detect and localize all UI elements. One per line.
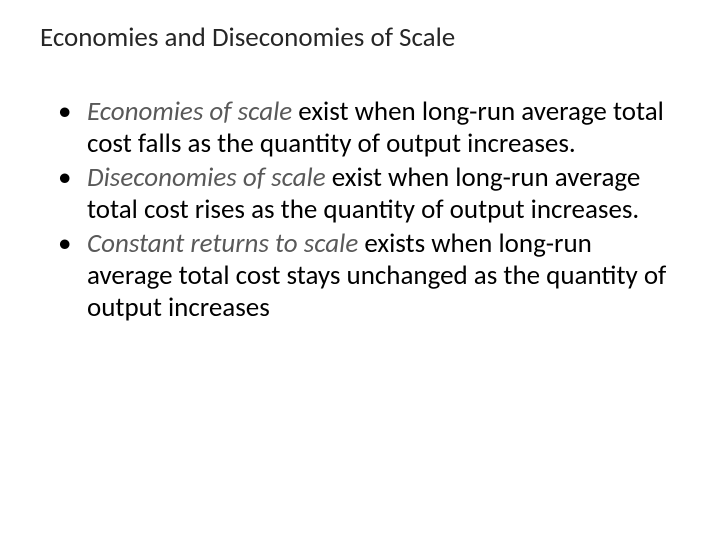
term-text: Constant returns to scale [87, 227, 358, 260]
slide: Economies and Diseconomies of Scale Econ… [0, 0, 720, 540]
term-text: Diseconomies of scale [87, 161, 326, 194]
list-item: Diseconomies of scale exist when long-ru… [66, 162, 680, 226]
slide-title: Economies and Diseconomies of Scale [40, 22, 680, 54]
term-text: Economies of scale [87, 95, 292, 128]
list-item: Constant returns to scale exists when lo… [66, 228, 680, 324]
list-item: Economies of scale exist when long-run a… [66, 96, 680, 160]
bullet-list: Economies of scale exist when long-run a… [40, 96, 680, 323]
